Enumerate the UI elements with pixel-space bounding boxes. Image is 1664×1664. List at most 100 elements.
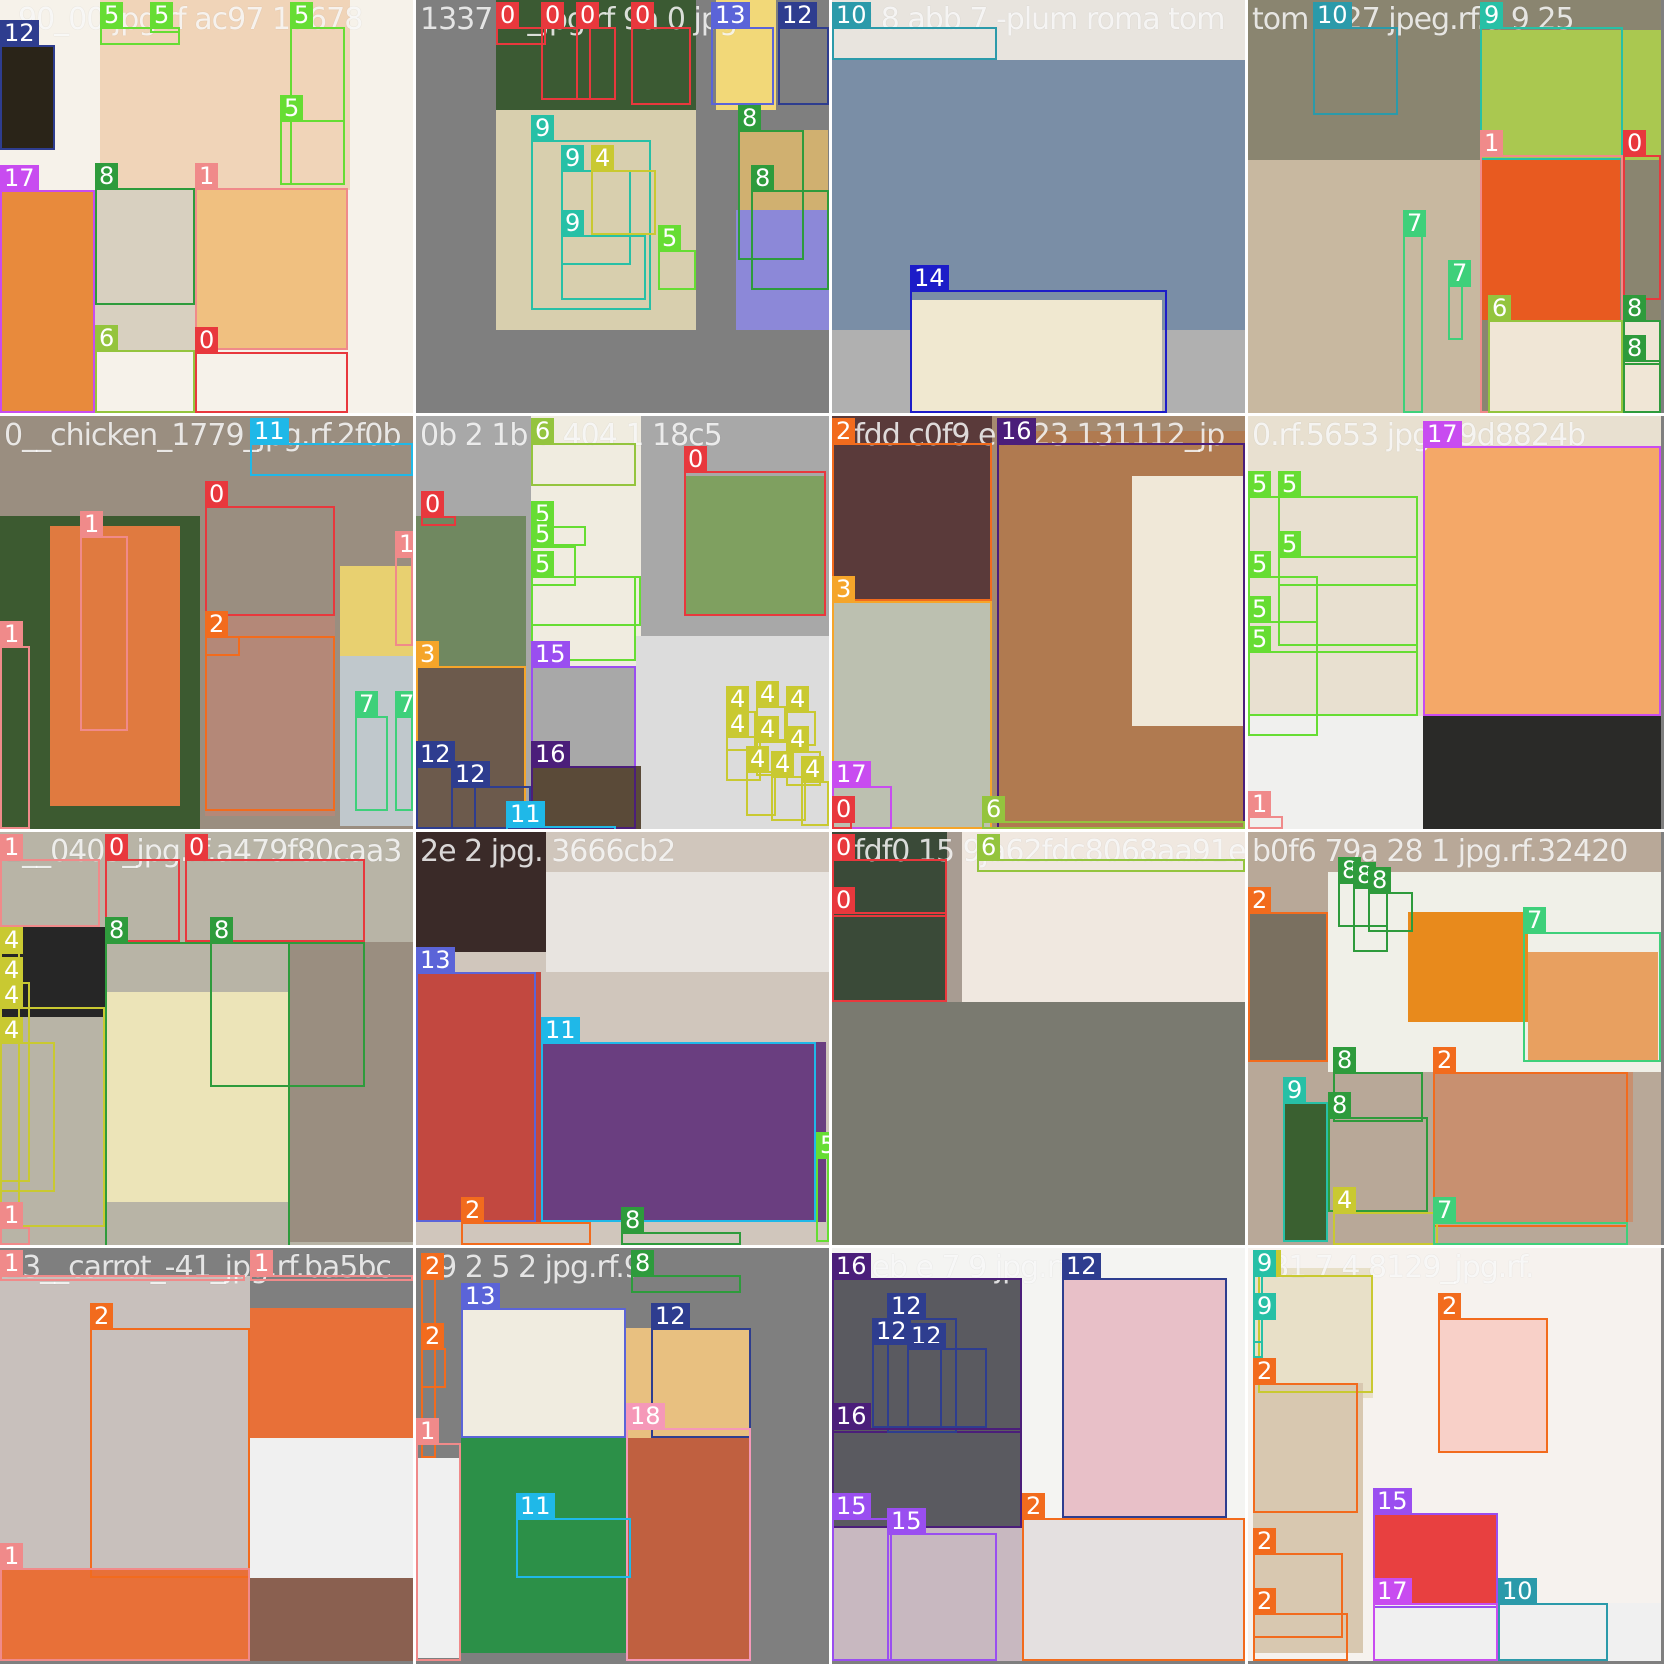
class-label: 3 — [832, 576, 856, 603]
photo-region — [832, 416, 992, 601]
detection-box: 2 — [832, 418, 992, 601]
detection-box: 8 — [105, 917, 290, 1245]
class-label: 1 — [0, 1202, 24, 1229]
class-label: 1 — [416, 1418, 440, 1445]
class-label: 9 — [1283, 1077, 1307, 1104]
class-label: 2 — [205, 611, 229, 638]
class-label: 15 — [531, 641, 570, 668]
detection-box: 4 — [1333, 1187, 1438, 1245]
class-label: 4 — [801, 756, 825, 783]
class-label: 12 — [907, 1323, 946, 1350]
detection-box: 2 — [461, 1197, 591, 1245]
class-label: 6 — [531, 418, 555, 445]
detection-box: 9 — [1283, 1077, 1328, 1242]
class-label: 5 — [816, 1132, 829, 1159]
photo-region — [1423, 446, 1661, 716]
detection-box: 7 — [1448, 260, 1472, 340]
class-label: 4 — [756, 716, 780, 743]
photo-region — [1248, 912, 1328, 1062]
class-label: 16 — [832, 1253, 871, 1280]
class-label: 2 — [1253, 1588, 1277, 1615]
detection-box: 5 — [531, 521, 576, 586]
detection-box: 1 — [250, 1250, 413, 1281]
class-label: 2 — [832, 418, 856, 445]
class-label: 0 — [105, 834, 129, 861]
class-label: 5 — [1248, 626, 1272, 653]
detection-box: 2 — [1253, 1588, 1348, 1661]
detection-box: 1 — [195, 163, 348, 350]
class-label: 15 — [1373, 1488, 1412, 1515]
class-label: 16 — [997, 418, 1036, 445]
detection-box: 9 — [1480, 2, 1623, 160]
class-label: 8 — [95, 163, 119, 190]
detection-box: 11 — [516, 1493, 631, 1578]
class-label: 0 — [832, 887, 856, 914]
photo-region — [626, 1438, 751, 1661]
photo-region — [1528, 952, 1658, 1062]
class-label: 12 — [1062, 1253, 1101, 1280]
class-label: 6 — [977, 834, 1001, 861]
detection-box: 0 — [684, 446, 826, 616]
detection-box: 7 — [1523, 907, 1661, 1062]
detection-box: 4 — [591, 145, 656, 235]
class-label: 12 — [451, 761, 490, 788]
detection-box: 12 — [778, 2, 829, 105]
class-label: 1 — [395, 531, 413, 558]
class-label: 10 — [832, 2, 871, 29]
class-label: 5 — [1248, 596, 1272, 623]
class-label: 1 — [0, 621, 24, 648]
photo-region — [340, 656, 413, 826]
class-label: 4 — [756, 681, 780, 708]
mosaic-tile: 10 8 abb 7 -plum roma tom 10 14 — [832, 0, 1245, 413]
class-label: 7 — [395, 691, 413, 718]
tile-filename: 2e 2 jpg. 3666cb2 — [420, 834, 676, 869]
detection-box: 0 — [421, 491, 456, 526]
class-label: 4 — [0, 1017, 24, 1044]
photo-region — [1373, 1603, 1661, 1661]
class-label: 9 — [561, 210, 585, 237]
detection-box: 16 — [832, 1403, 1022, 1528]
class-label: 1 — [195, 163, 219, 190]
class-label: 5 — [150, 2, 174, 29]
photo-region — [205, 616, 335, 816]
detection-box: 12 — [887, 1293, 957, 1433]
class-label: 1 — [1248, 791, 1272, 818]
class-label: 15 — [887, 1508, 926, 1535]
detection-box: 11 — [541, 1017, 816, 1222]
detection-box: 0 — [631, 2, 691, 105]
class-label: 14 — [910, 265, 949, 292]
class-label: 0 — [185, 834, 209, 861]
detection-box: 0 — [1623, 130, 1661, 300]
photo-region — [1408, 912, 1528, 1022]
class-label: 3 — [416, 641, 440, 668]
photo-region — [832, 1528, 1022, 1661]
mosaic-tile: 1337 7 _jpg.rf 9a 0 jpg000013128899495 — [416, 0, 829, 413]
grid-separator — [0, 829, 1664, 832]
detection-box: 16 — [997, 418, 1245, 829]
class-label: 9 — [531, 115, 555, 142]
class-label: 11 — [516, 1493, 555, 1520]
detection-box: 5 — [658, 225, 696, 290]
class-label: 7 — [1433, 1197, 1457, 1224]
detection-box: 6 — [531, 418, 636, 486]
detection-box: 8 — [1368, 867, 1413, 932]
detection-box: 1 — [0, 834, 100, 927]
class-label: 4 — [746, 746, 770, 773]
detection-box: 8 — [1623, 295, 1661, 365]
class-label: 2 — [1022, 1493, 1046, 1520]
detection-box: 1 — [0, 621, 30, 829]
class-label: 0 — [541, 2, 565, 29]
photo-region — [340, 566, 413, 666]
detection-box: 5 — [531, 551, 636, 661]
class-label: 8 — [1623, 295, 1647, 322]
photo-region — [416, 832, 546, 952]
class-label: 18 — [626, 1403, 665, 1430]
tile-filename: b0f6 79a 28 1 jpg.rf.32420 — [1252, 834, 1628, 869]
detection-box: 17 — [0, 165, 95, 413]
detection-box: 3 — [832, 576, 992, 829]
class-label: 2 — [421, 1323, 445, 1350]
detection-box: 16 — [531, 741, 636, 829]
class-label: 0 — [205, 481, 229, 508]
tile-filename: 981 7 4 8129_jpg.rf. — [1252, 1250, 1535, 1285]
